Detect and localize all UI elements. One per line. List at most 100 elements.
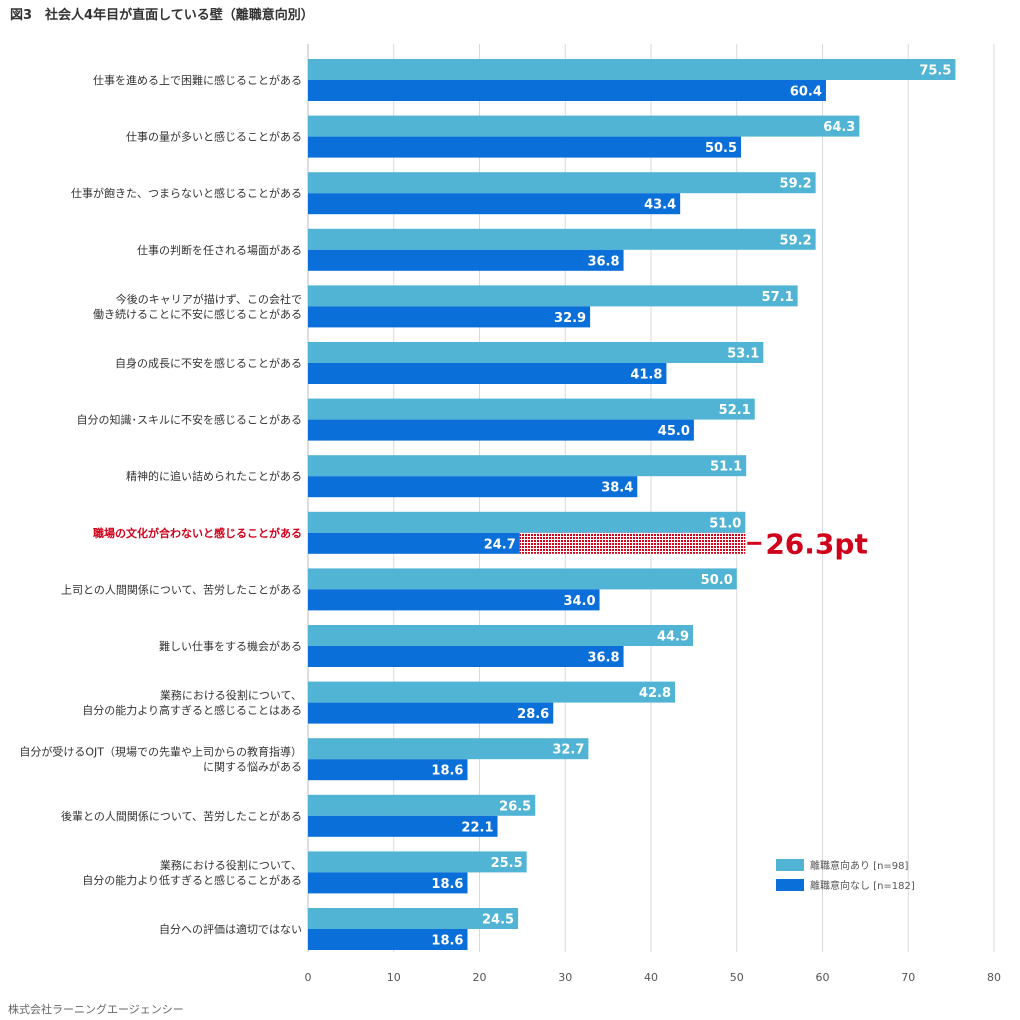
bar-value-label: 59.2	[780, 177, 812, 192]
bar-value-label: 53.1	[727, 347, 759, 362]
bar-series1	[308, 398, 755, 420]
bar-series2	[308, 476, 638, 498]
legend-label: 離職意向あり [n=98]	[810, 859, 909, 872]
difference-bar	[519, 532, 746, 554]
bar-value-label: 38.4	[601, 481, 633, 496]
bar-value-label: 18.6	[431, 877, 463, 892]
x-tick-label: 30	[558, 971, 572, 984]
bar-series1	[308, 794, 536, 816]
bar-value-label: 25.5	[491, 856, 523, 871]
bar-series2	[308, 193, 681, 215]
bar-value-label: 24.5	[482, 913, 514, 928]
bar-series1	[308, 908, 519, 929]
bar-series1	[308, 568, 737, 590]
bar-value-label: 36.8	[587, 254, 619, 269]
category-label: 精神的に追い詰められたことがある	[126, 469, 302, 483]
bar-value-label: 26.5	[499, 799, 531, 814]
category-label: 職場の文化が合わないと感じることがある	[93, 526, 302, 540]
category-label: 上司との人間関係について、苦労したことがある	[61, 582, 302, 596]
bar-value-label: 60.4	[790, 85, 822, 100]
bar-value-label: 28.6	[517, 707, 549, 722]
bar-value-label: 75.5	[919, 64, 951, 79]
chart-title: 図3 社会人4年目が直面している壁（離職意向別）	[10, 8, 314, 23]
bar-series2	[308, 872, 468, 894]
bar-value-label: 22.1	[461, 820, 493, 835]
bar-series2	[308, 759, 468, 781]
x-tick-label: 70	[901, 971, 915, 984]
bar-series2	[308, 249, 624, 271]
legend-label: 離職意向なし [n=182]	[810, 879, 915, 892]
x-tick-label: 20	[473, 971, 487, 984]
bar-series2	[308, 815, 498, 837]
category-label: 自分の知識･スキルに不安を感じることがある	[77, 413, 303, 427]
bar-series1	[308, 455, 747, 477]
legend-swatch	[776, 879, 804, 891]
bar-value-label: 52.1	[719, 403, 751, 418]
bar-series1	[308, 228, 816, 250]
bar-value-label: 36.8	[587, 651, 619, 666]
category-label: 仕事の量が多いと感じることがある	[126, 130, 302, 144]
bar-series1	[308, 681, 676, 703]
category-label: 業務における役割について、	[160, 858, 302, 872]
category-label: 自分の能力より高すぎると感じることはある	[82, 703, 302, 717]
bar-value-label: 18.6	[431, 934, 463, 949]
bar-series1	[308, 511, 746, 533]
bar-value-label: 51.1	[710, 460, 742, 475]
category-label: 自分の能力より低すぎると感じることがある	[82, 873, 302, 887]
bar-value-label: 41.8	[630, 368, 662, 383]
bar-series1	[308, 342, 764, 363]
category-label: 働き続けることに不安に感じることがある	[93, 307, 302, 321]
bar-series1	[308, 625, 694, 646]
bar-series2	[308, 532, 520, 554]
bar-series2	[308, 702, 554, 724]
bar-value-label: 44.9	[657, 630, 689, 645]
bar-series2	[308, 589, 600, 611]
bar-value-label: 45.0	[658, 424, 690, 439]
bar-value-label: 43.4	[644, 198, 676, 213]
bar-value-label: 42.8	[639, 686, 671, 701]
footer-credit: 株式会社ラーニングエージェンシー	[8, 1003, 184, 1016]
bar-series1	[308, 851, 527, 873]
x-tick-label: 80	[987, 971, 1001, 984]
bar-series1	[308, 115, 860, 137]
bar-value-label: 51.0	[709, 516, 741, 531]
bar-series2	[308, 80, 826, 101]
bar-value-label: 32.7	[552, 743, 584, 758]
category-label: 仕事が飽きた、つまらないと感じることがある	[71, 186, 302, 200]
bar-series2	[308, 306, 591, 328]
category-label: 自身の成長に不安を感じることがある	[115, 356, 302, 370]
bar-value-label: 24.7	[484, 537, 516, 552]
legend-swatch	[776, 859, 804, 871]
bar-series2	[308, 929, 468, 950]
bar-value-label: 64.3	[823, 120, 855, 135]
category-label: 業務における役割について、	[160, 688, 302, 702]
x-tick-label: 40	[644, 971, 658, 984]
difference-label: 26.3pt	[765, 527, 868, 560]
x-tick-label: 60	[816, 971, 830, 984]
bar-series2	[308, 419, 694, 441]
category-label: 今後のキャリアが描けず、この会社で	[116, 292, 302, 306]
bar-value-label: 59.2	[780, 233, 812, 248]
bar-value-label: 57.1	[762, 290, 794, 305]
category-label: 後輩との人間関係について、苦労したことがある	[61, 809, 302, 823]
bar-series2	[308, 646, 624, 667]
bar-value-label: 34.0	[563, 594, 595, 609]
bar-series1	[308, 738, 589, 760]
category-label: 仕事の判断を任される場面がある	[137, 243, 302, 257]
bar-series2	[308, 136, 742, 158]
x-tick-label: 10	[387, 971, 401, 984]
x-tick-label: 50	[730, 971, 744, 984]
category-label: 難しい仕事をする機会がある	[159, 639, 302, 653]
bar-value-label: 50.0	[701, 573, 733, 588]
category-label: に関する悩みがある	[203, 760, 302, 774]
bar-series1	[308, 285, 798, 307]
bar-series1	[308, 172, 816, 194]
category-label: 仕事を進める上で困難に感じることがある	[93, 73, 302, 87]
bar-series1	[308, 59, 956, 80]
category-label: 自分への評価は適切ではない	[159, 922, 302, 936]
x-tick-label: 0	[305, 971, 312, 984]
category-label: 自分が受けるOJT（現場での先輩や上司からの教育指導）	[19, 745, 302, 759]
bar-value-label: 50.5	[705, 141, 737, 156]
bar-series2	[308, 363, 667, 384]
